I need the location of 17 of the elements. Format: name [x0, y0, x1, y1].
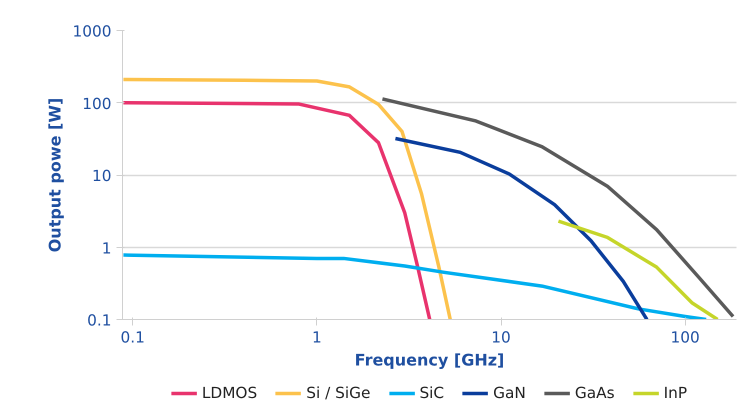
x-tick-label: 0.1: [120, 328, 145, 346]
legend-label: InP: [664, 384, 688, 402]
x-tick-label: 1: [312, 328, 322, 346]
y-tick-label: 0.1: [87, 312, 112, 330]
x-tick-label: 10: [491, 328, 511, 346]
x-tick-label: 100: [670, 328, 700, 346]
y-tick-label: 10: [92, 167, 112, 185]
y-tick-label: 1000: [72, 22, 112, 40]
legend-label: GaAs: [574, 384, 615, 402]
y-tick-label: 1: [102, 239, 112, 258]
y-axis-title: Output powe [W]: [45, 98, 64, 252]
x-axis-title: Frequency [GHz]: [354, 350, 504, 370]
legend-label: LDMOS: [202, 384, 258, 402]
y-tick-label: 100: [82, 94, 112, 113]
legend-label: SiC: [419, 384, 444, 402]
legend-label: GaN: [493, 384, 526, 402]
legend-label: Si / SiGe: [306, 384, 370, 402]
